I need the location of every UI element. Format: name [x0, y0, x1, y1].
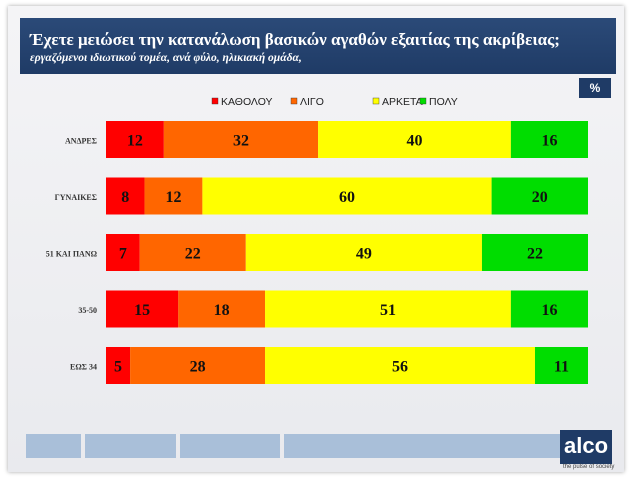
bar-segment [144, 177, 203, 215]
data-label: 12 [165, 189, 181, 206]
bar-segment [265, 347, 535, 384]
bar-segment [178, 290, 266, 328]
bar-segment [202, 177, 492, 215]
bar-segment [106, 121, 164, 158]
bar-segment [139, 234, 246, 271]
page-subtitle: εργαζόμενοι ιδιωτικού τομέα, ανά φύλο, η… [30, 52, 302, 64]
legend-swatch-1 [290, 97, 298, 105]
category-label: 35-50 [78, 306, 97, 315]
chart-bars: ΑΝΔΡΕΣ 12 32 40 16 ΓΥΝΑΙΚΕΣ 8 12 60 20 51 ΚΑΙ ΠΑΝΩ… [46, 121, 588, 384]
bar-segment [510, 290, 588, 328]
data-label: 40 [406, 133, 422, 150]
data-label: 11 [554, 359, 569, 376]
legend-label-2: ΑΡΚΕΤΑ [382, 96, 423, 108]
bar-segment [491, 177, 588, 215]
legend-swatch-2 [372, 97, 380, 105]
bar-segment [106, 290, 179, 328]
bar-segment [318, 121, 511, 158]
footer-segment [85, 434, 176, 458]
data-label: 15 [134, 302, 150, 319]
bar-segment [510, 121, 588, 158]
category-label: 51 ΚΑΙ ΠΑΝΩ [46, 250, 98, 259]
data-label: 18 [214, 302, 230, 319]
alco-logo: alco [560, 430, 612, 464]
category-label: ΓΥΝΑΙΚΕΣ [55, 193, 97, 202]
footer-segment [180, 434, 280, 458]
bar-segment [265, 290, 511, 328]
bar-segment [534, 347, 588, 384]
data-label: 28 [190, 359, 206, 376]
data-label: 16 [541, 302, 557, 319]
percent-badge: % [579, 78, 611, 98]
data-label: 56 [392, 359, 408, 376]
bar-segment [245, 234, 482, 271]
legend-swatch-0 [211, 97, 219, 105]
category-label: ΕΩΣ 34 [70, 363, 97, 372]
logo-tagline: the pulse of society [563, 464, 615, 470]
legend-swatch-3 [419, 97, 427, 105]
data-label: 49 [356, 246, 372, 263]
data-label: 5 [114, 359, 122, 376]
data-label: 32 [233, 133, 249, 150]
bar-segment [130, 347, 266, 384]
data-label: 8 [121, 189, 129, 206]
footer-segment [284, 434, 560, 458]
category-label: ΑΝΔΡΕΣ [65, 137, 97, 146]
header-banner [20, 18, 616, 74]
data-label: 12 [127, 133, 143, 150]
bar-segment [106, 234, 140, 271]
bar-segment [106, 177, 145, 215]
data-label: 22 [527, 246, 543, 263]
legend-label-3: ΠΟΛΥ [429, 96, 458, 108]
legend-label-0: ΚΑΘΟΛΟΥ [221, 96, 273, 108]
data-label: 20 [532, 189, 548, 206]
bar-segment [481, 234, 588, 271]
page-title: Έχετε μειώσει την κατανάλωση βασικών αγα… [30, 30, 560, 49]
chart-legend: ΚΑΘΟΛΟΥ ΛΙΓΟ ΑΡΚΕΤΑ ΠΟΛΥ [211, 96, 458, 108]
data-label: 7 [119, 246, 127, 263]
data-label: 16 [541, 133, 557, 150]
data-label: 22 [185, 246, 201, 263]
legend-label-1: ΛΙΓΟ [300, 96, 324, 108]
footer-segment [26, 434, 81, 458]
data-label: 60 [339, 189, 355, 206]
bar-segment [163, 121, 319, 158]
data-label: 51 [380, 302, 396, 319]
bar-segment [106, 347, 131, 384]
